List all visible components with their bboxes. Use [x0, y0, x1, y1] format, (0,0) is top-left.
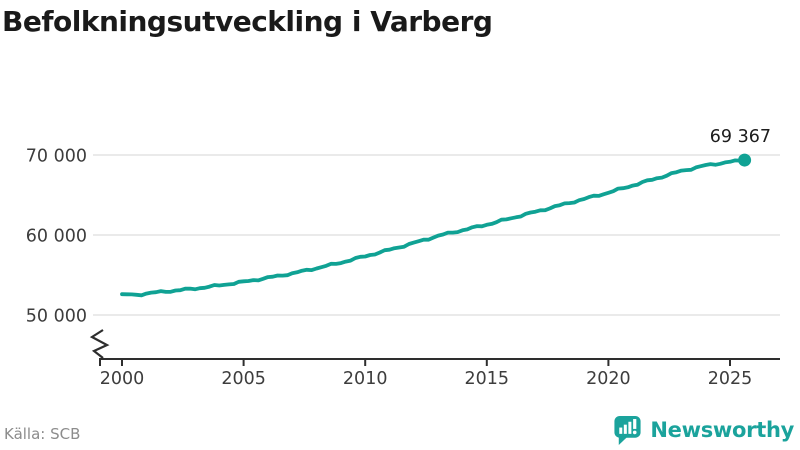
x-axis-label: 2020 [586, 369, 631, 389]
newsworthy-icon [614, 415, 641, 445]
x-axis-label: 2015 [465, 369, 510, 389]
y-axis-label: 70 000 [26, 147, 87, 167]
chart-title: Befolkningsutveckling i Varberg [2, 5, 493, 38]
x-axis-label: 2000 [100, 369, 145, 389]
axis-break-icon [89, 329, 110, 359]
x-axis-label: 2005 [221, 369, 266, 389]
newsworthy-wordmark: Newsworthy [650, 417, 794, 442]
end-point-dot [738, 153, 752, 167]
x-axis-label: 2010 [343, 369, 388, 389]
newsworthy-logo[interactable]: Newsworthy [612, 414, 794, 445]
x-axis-label: 2025 [708, 369, 753, 389]
y-axis-label: 50 000 [26, 307, 87, 327]
source-label: Källa: SCB [4, 425, 81, 443]
end-value-label: 69 367 [710, 127, 771, 147]
population-line [120, 158, 747, 298]
y-axis-label: 60 000 [26, 227, 87, 247]
